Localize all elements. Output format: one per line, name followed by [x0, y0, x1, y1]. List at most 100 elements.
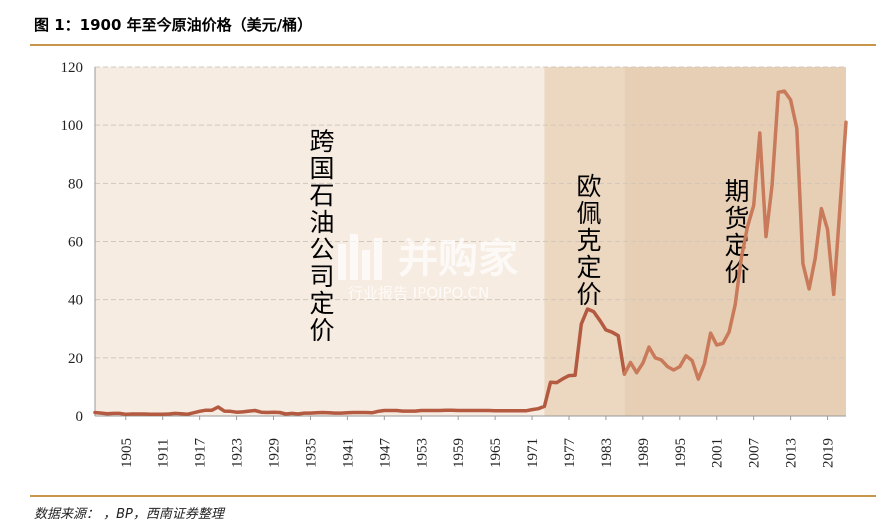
x-tick-label: 1923 [230, 438, 246, 468]
x-tick-label: 1929 [267, 438, 283, 468]
data-point [414, 410, 416, 412]
data-point [266, 411, 269, 414]
data-point [328, 411, 330, 414]
data-point [734, 303, 737, 306]
axes: 0 20 40 60 80 100 120 1905 1911 1917 1923 1929 1935 1… [61, 60, 846, 469]
data-point [377, 410, 380, 413]
data-point [820, 207, 823, 210]
data-point [771, 183, 774, 186]
y-tick-label: 40 [68, 293, 83, 309]
data-point [297, 413, 300, 415]
data-point [672, 369, 675, 371]
data-point [106, 412, 109, 415]
y-tick-label: 80 [68, 176, 83, 192]
data-point [845, 121, 847, 124]
y-tick-label: 0 [76, 409, 84, 425]
data-point [309, 412, 312, 414]
y-tick-label: 100 [61, 118, 84, 134]
data-point [691, 359, 694, 362]
x-tick-label: 1977 [562, 438, 578, 469]
data-point [549, 381, 552, 384]
x-tick-label: 1947 [377, 438, 393, 469]
data-point [469, 409, 472, 412]
data-point [512, 409, 515, 412]
data-point [660, 358, 663, 361]
data-point [617, 334, 620, 337]
data-point [641, 362, 644, 364]
data-point [703, 363, 706, 365]
data-point [167, 413, 170, 415]
x-tick-label: 1953 [414, 438, 430, 468]
data-point [192, 411, 195, 414]
data-point [161, 413, 164, 416]
data-point [709, 332, 712, 335]
data-point [518, 409, 521, 412]
data-point [457, 409, 460, 412]
x-tick-label: 1989 [636, 438, 652, 468]
data-point [211, 409, 213, 412]
data-point [740, 256, 743, 259]
data-point [592, 310, 595, 313]
x-tick-label: 1983 [599, 438, 615, 468]
source-note: 数据来源： ，BP，西南证券整理 [34, 507, 224, 522]
data-point [728, 331, 730, 334]
data-point [678, 365, 681, 368]
data-point [315, 411, 318, 414]
data-point [358, 411, 361, 414]
data-point [284, 413, 287, 415]
oil-price-chart: 0 20 40 60 80 100 120 1905 1911 1917 1923 1929 1935 1… [61, 60, 848, 469]
data-point [143, 413, 146, 415]
watermark-logo-icon [338, 234, 382, 280]
data-point [697, 378, 700, 380]
series [93, 89, 848, 417]
data-point [506, 409, 509, 412]
region-label: 欧佩克定价 [576, 172, 601, 309]
region-label: 跨国石油公司定价 [309, 127, 334, 345]
data-point [278, 411, 281, 414]
data-point [131, 413, 133, 415]
data-point [758, 132, 761, 134]
data-point [580, 323, 583, 325]
data-point [229, 410, 232, 413]
data-point [500, 409, 503, 412]
x-tick-label: 1971 [525, 438, 541, 468]
data-point [346, 411, 349, 414]
data-point [100, 412, 103, 414]
data-point [543, 405, 546, 408]
data-point [340, 412, 343, 414]
data-point [180, 412, 183, 415]
watermark: 并购家 行业报告 IPOIPO.CN [338, 234, 518, 302]
gridlines [95, 66, 846, 359]
data-point [272, 411, 275, 414]
y-tick-label: 20 [68, 351, 83, 367]
data-point [488, 409, 490, 412]
data-point [808, 288, 810, 290]
x-tick-label: 1911 [156, 439, 172, 468]
y-tick-label: 60 [68, 235, 83, 251]
data-point [605, 329, 607, 331]
data-point [321, 411, 324, 414]
data-point [783, 90, 786, 93]
x-tick-label: 1935 [303, 438, 319, 468]
data-point [752, 204, 755, 207]
data-point [155, 413, 158, 416]
x-tick-label: 1905 [119, 438, 135, 468]
x-tick-label: 1941 [340, 438, 356, 468]
data-point [395, 409, 398, 412]
top-rule [30, 44, 876, 46]
data-point [765, 235, 767, 238]
data-point [352, 411, 355, 414]
data-point [802, 262, 804, 265]
data-point [715, 344, 718, 346]
data-point [204, 409, 207, 412]
watermark-main: 并购家 [398, 236, 518, 282]
data-point [112, 412, 115, 415]
watermark-sub: 行业报告 IPOIPO.CN [348, 284, 489, 302]
data-point [383, 409, 386, 412]
data-point [149, 413, 152, 416]
data-point [254, 409, 256, 412]
data-point [198, 410, 201, 413]
x-tick-label: 2001 [710, 438, 726, 468]
data-point [586, 308, 589, 310]
